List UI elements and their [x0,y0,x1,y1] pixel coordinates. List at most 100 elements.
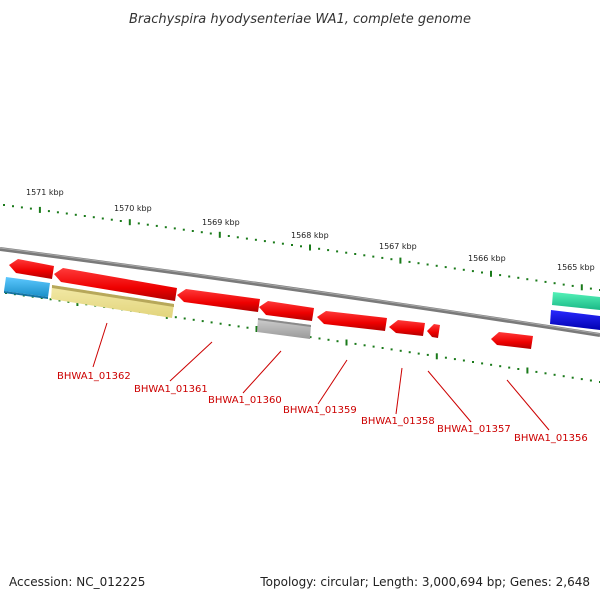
inner-ring-minor-tick [174,316,177,319]
outer-ring-minor-tick [589,287,592,290]
gene-label-01356[interactable]: BHWA1_01356 [514,433,588,444]
outer-ring-minor-tick [173,227,176,230]
inner-ring-minor-tick [354,342,357,345]
gene-arrow-01357[interactable] [427,324,440,338]
inner-ring-minor-tick [336,340,339,343]
outer-ring-minor-tick [462,268,465,271]
outer-ring-minor-tick [453,267,456,270]
tick-label-1570: 1570 kbp [114,204,152,213]
outer-ring-minor-tick [426,263,429,266]
outer-ring-minor-tick [381,256,384,259]
outer-ring-minor-tick [236,236,239,239]
outer-ring-minor-tick [345,251,348,254]
gene-arrow-01362-b[interactable] [54,268,177,301]
inner-ring-minor-tick [381,347,384,349]
outer-ring-minor-tick [562,283,565,286]
inner-ring-minor-tick [228,324,231,327]
gene-label-01360[interactable]: BHWA1_01360 [208,395,282,406]
map-title: Brachyspira hyodysenteriae WA1, complete… [129,12,471,27]
outer-ring-minor-tick [544,280,547,283]
tick-label-1571: 1571 kbp [26,188,64,197]
gene-arrow-01362[interactable] [9,259,54,279]
feature-cyan-shadow [4,291,48,299]
gene-label-01361[interactable]: BHWA1_01361 [134,384,208,395]
inner-ring-minor-tick [589,379,592,382]
inner-ring-minor-tick [562,375,565,378]
outer-ring-minor-tick [499,274,502,277]
tick-label-1568: 1568 kbp [291,231,329,240]
feature-gray-edge [258,318,311,327]
gene-arrow-01358[interactable] [389,320,425,336]
inner-ring-minor-tick [372,345,375,348]
gene-label-01358[interactable]: BHWA1_01358 [361,416,435,427]
feature-blue[interactable] [550,310,600,330]
leader-line [169,341,213,382]
outer-ring-minor-tick [164,226,167,229]
outer-ring-minor-tick [571,284,574,287]
inner-ring-minor-tick [201,320,204,323]
gene-label-01357[interactable]: BHWA1_01357 [437,424,511,435]
inner-ring-minor-tick [472,361,474,363]
inner-ring-minor-tick [309,336,312,339]
leader-line [92,322,108,368]
outer-ring-minor-tick [517,276,520,279]
inner-ring-minor-tick [318,337,321,340]
outer-ring-minor-tick [327,249,330,252]
outer-ring-minor-tick [83,215,86,217]
outer-ring-minor-tick [3,204,5,206]
outer-ring-minor-tick [444,266,447,269]
outer-ring-minor-tick [535,279,538,282]
outer-ring-major-tick [490,270,492,277]
inner-ring-minor-tick [490,363,493,366]
gene-arrow-01359[interactable] [317,311,387,331]
inner-ring-minor-tick [219,322,222,325]
outer-ring-major-tick [309,244,311,251]
gene-arrow-01360[interactable] [259,301,314,321]
outer-ring-minor-tick [92,216,95,219]
feature-yellow-edge [52,285,174,307]
gene-label-01359[interactable]: BHWA1_01359 [283,405,357,416]
outer-ring-minor-tick [281,242,284,245]
leader-line [427,370,472,423]
gene-arrow-01361[interactable] [177,289,260,312]
outer-ring-minor-tick [553,282,556,285]
inner-ring-major-tick [345,339,348,346]
outer-ring-minor-tick [29,207,32,210]
feature-yellow[interactable] [51,285,174,318]
feature-teal[interactable] [552,292,600,310]
inner-ring-minor-tick [237,325,240,328]
outer-ring-major-tick [38,206,41,213]
inner-ring-major-tick [526,367,529,374]
outer-ring-minor-tick [20,206,23,209]
feature-gray[interactable] [257,318,311,339]
tick-label-1565: 1565 kbp [557,263,595,272]
outer-ring-minor-tick [101,217,104,220]
gene-label-01362[interactable]: BHWA1_01362 [57,371,131,382]
outer-ring-minor-tick [435,264,438,267]
outer-ring-minor-tick [110,218,113,221]
tick-label-1569: 1569 kbp [202,218,240,227]
inner-ring-minor-tick [426,353,429,356]
gene-arrow-01356[interactable] [491,332,533,349]
genome-backbone-highlight [0,247,600,335]
inner-ring-major-tick [435,353,438,360]
feature-cyan[interactable] [4,277,50,297]
inner-ring-minor-tick [399,349,402,352]
outer-ring-minor-tick [471,270,474,273]
inner-ring-major-tick [255,326,258,332]
inner-ring-minor-tick [210,321,213,324]
outer-ring-minor-tick [300,245,302,248]
outer-ring-minor-tick [47,210,50,213]
outer-ring-minor-tick [191,230,194,232]
inner-ring-minor-tick [535,370,538,373]
outer-ring-minor-tick [146,223,149,226]
outer-ring-minor-tick [318,247,321,250]
outer-ring-minor-tick [245,237,248,240]
outer-ring-minor-tick [137,222,140,225]
inner-ring-minor-tick [453,358,456,361]
inner-ring-minor-tick [508,366,511,369]
leader-line [242,350,282,394]
outer-scale-ring [3,204,600,291]
outer-ring-minor-tick [182,228,185,231]
